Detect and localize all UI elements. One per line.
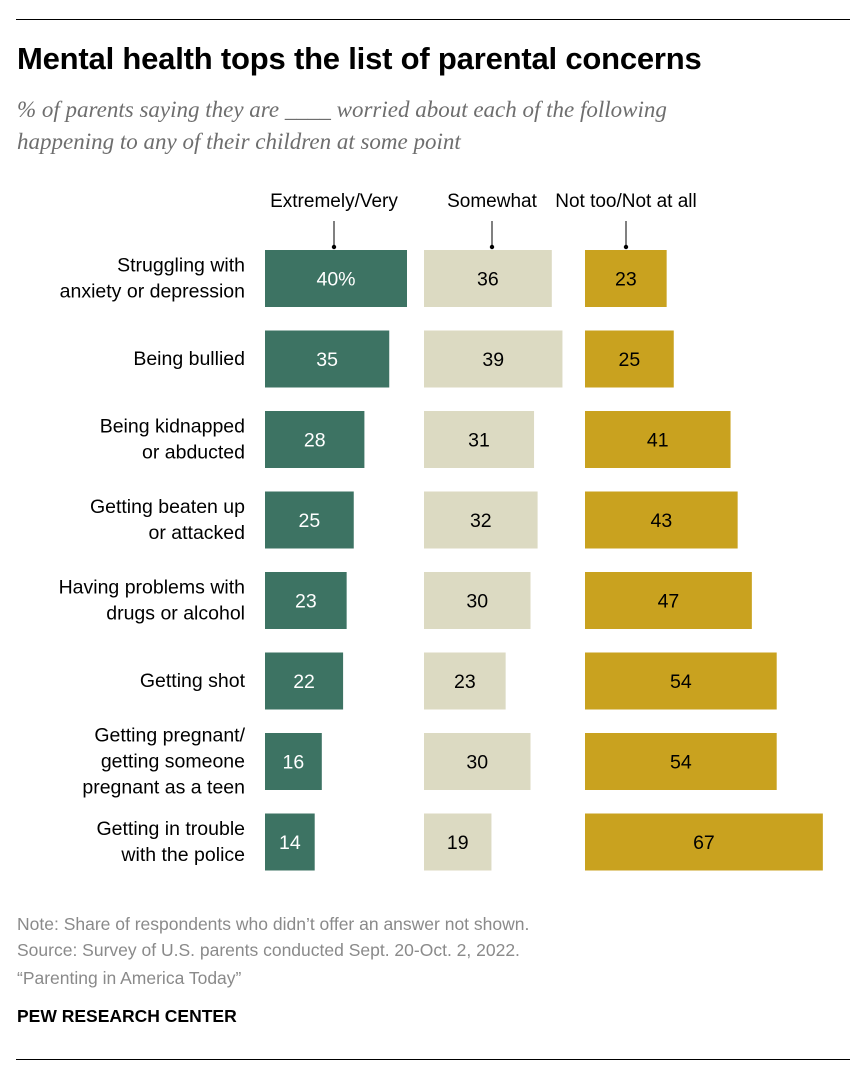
header-tick-dot-somewhat <box>489 244 495 250</box>
footer-source: Source: Survey of U.S. parents conducted… <box>17 940 520 960</box>
data-label: 16 <box>283 752 305 774</box>
data-label: 47 <box>658 591 680 613</box>
bar <box>585 652 777 710</box>
bar <box>265 330 390 388</box>
data-label: 22 <box>293 671 315 693</box>
bar <box>585 250 667 307</box>
data-label: 40% <box>316 269 355 291</box>
category-label: Being kidnapped <box>100 416 245 438</box>
category-label: Getting beaten up <box>90 496 245 518</box>
data-label: 14 <box>279 832 301 854</box>
data-label: 19 <box>447 832 469 854</box>
subtitle-line-2: happening to any of their children at so… <box>17 129 461 154</box>
category-label: or abducted <box>142 442 245 464</box>
bar <box>424 330 563 388</box>
bar <box>265 652 344 710</box>
footer-report: “Parenting in America Today” <box>17 968 242 988</box>
data-label: 32 <box>470 510 492 532</box>
bar <box>424 813 492 871</box>
bar <box>265 250 407 307</box>
bar <box>585 813 823 871</box>
data-label: 43 <box>650 510 672 532</box>
category-label: Being bullied <box>133 348 245 370</box>
bar <box>585 411 731 468</box>
column-header-not-too-not-at-all: Not too/Not at all <box>555 191 697 212</box>
category-label: or attacked <box>149 522 245 544</box>
header-tick-dot-extremely-very <box>331 244 337 250</box>
bar <box>424 652 506 710</box>
subtitle-line-1: % of parents saying they are ____ worrie… <box>17 97 667 122</box>
bar <box>585 330 674 388</box>
column-header-somewhat: Somewhat <box>447 191 537 212</box>
bar <box>265 411 365 468</box>
data-label: 23 <box>454 671 476 693</box>
data-label: 39 <box>482 349 504 371</box>
data-label: 67 <box>693 832 715 854</box>
category-label: Getting pregnant/ <box>94 725 245 747</box>
data-label: 25 <box>299 510 321 532</box>
bar <box>424 250 552 307</box>
chart-title: Mental health tops the list of parental … <box>17 41 702 76</box>
category-label: getting someone <box>101 751 245 773</box>
chart-subtitle: % of parents saying they are ____ worrie… <box>17 94 817 158</box>
bar <box>265 491 354 549</box>
category-label: Struggling with <box>117 255 245 277</box>
bar <box>265 572 347 629</box>
data-label: 36 <box>477 269 499 291</box>
data-label: 23 <box>295 591 317 613</box>
data-label: 30 <box>466 752 488 774</box>
category-label: Getting in trouble <box>96 818 245 840</box>
data-label: 30 <box>466 591 488 613</box>
category-label: Having problems with <box>59 577 245 599</box>
bar <box>585 733 777 790</box>
data-label: 54 <box>670 671 692 693</box>
bar <box>424 491 538 549</box>
data-label: 23 <box>615 269 637 291</box>
data-label: 41 <box>647 430 669 452</box>
header-tick-dot-not-too-not-at-all <box>623 244 629 250</box>
category-label: with the police <box>120 844 245 866</box>
bottom-rule <box>16 1059 850 1060</box>
organization-name: PEW RESEARCH CENTER <box>17 1006 237 1026</box>
bar <box>585 491 738 549</box>
data-label: 31 <box>468 430 490 452</box>
category-label: pregnant as a teen <box>82 777 245 799</box>
data-label: 35 <box>316 349 338 371</box>
data-label: 54 <box>670 752 692 774</box>
bar <box>424 411 535 468</box>
bar <box>265 813 315 871</box>
bar <box>424 572 531 629</box>
category-label: drugs or alcohol <box>106 603 245 625</box>
category-label: anxiety or depression <box>60 281 245 303</box>
bar <box>265 733 322 790</box>
top-rule <box>16 19 850 20</box>
bar <box>424 733 531 790</box>
data-label: 25 <box>619 349 641 371</box>
column-header-extremely-very: Extremely/Very <box>270 191 398 212</box>
bar <box>585 572 752 629</box>
footer-note: Note: Share of respondents who didn’t of… <box>17 914 530 934</box>
data-label: 28 <box>304 430 326 452</box>
category-label: Getting shot <box>140 670 246 692</box>
